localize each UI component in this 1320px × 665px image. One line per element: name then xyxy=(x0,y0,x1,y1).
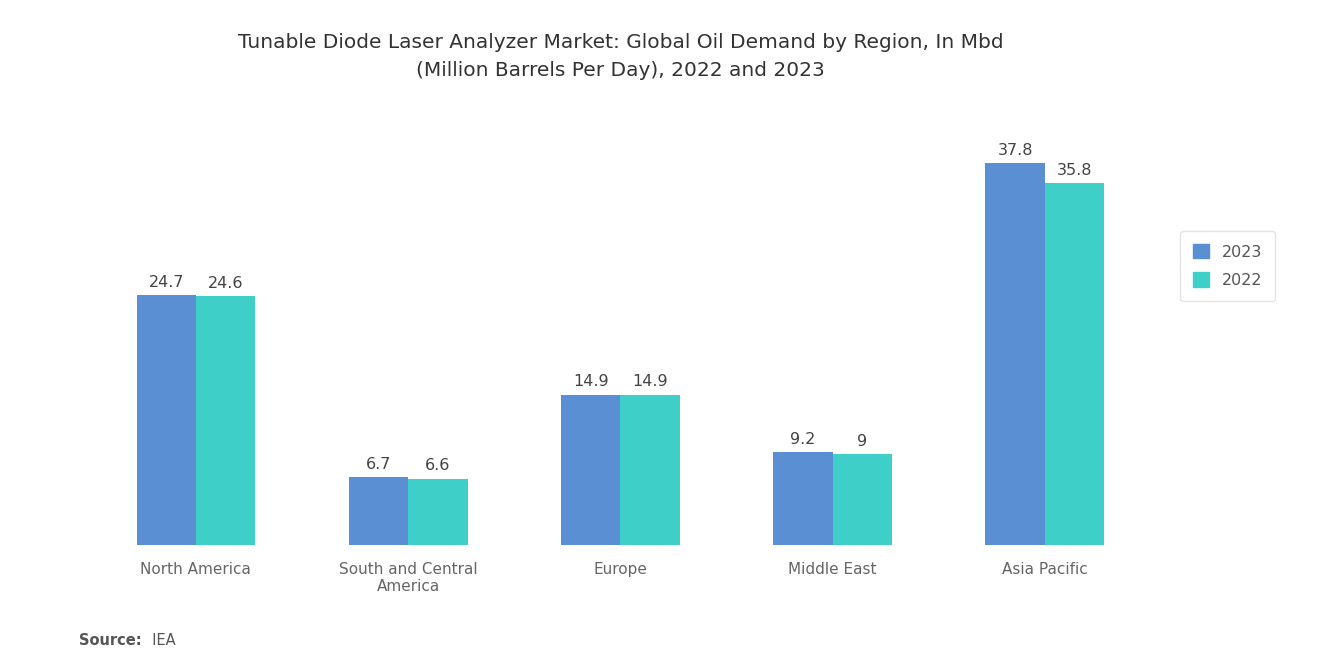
Bar xyxy=(348,477,408,545)
Bar xyxy=(561,394,620,545)
Text: 24.6: 24.6 xyxy=(207,276,243,291)
Text: 14.9: 14.9 xyxy=(573,374,609,390)
Text: 24.7: 24.7 xyxy=(148,275,183,291)
Text: Source:: Source: xyxy=(79,633,141,648)
Title: Tunable Diode Laser Analyzer Market: Global Oil Demand by Region, In Mbd
(Millio: Tunable Diode Laser Analyzer Market: Glo… xyxy=(238,33,1003,80)
Text: 37.8: 37.8 xyxy=(998,143,1034,158)
Text: 6.6: 6.6 xyxy=(425,458,450,473)
Text: IEA: IEA xyxy=(143,633,176,648)
Legend: 2023, 2022: 2023, 2022 xyxy=(1180,231,1275,301)
Bar xyxy=(833,454,892,545)
Bar xyxy=(986,163,1045,545)
Bar xyxy=(620,394,680,545)
Bar xyxy=(195,297,255,545)
Text: 6.7: 6.7 xyxy=(366,458,391,472)
Text: 35.8: 35.8 xyxy=(1057,163,1093,178)
Bar xyxy=(408,479,467,545)
Text: 9: 9 xyxy=(857,434,867,449)
Text: 9.2: 9.2 xyxy=(791,432,816,447)
Text: 14.9: 14.9 xyxy=(632,374,668,390)
Bar xyxy=(774,452,833,545)
Bar xyxy=(136,295,195,545)
Bar xyxy=(1045,183,1105,545)
